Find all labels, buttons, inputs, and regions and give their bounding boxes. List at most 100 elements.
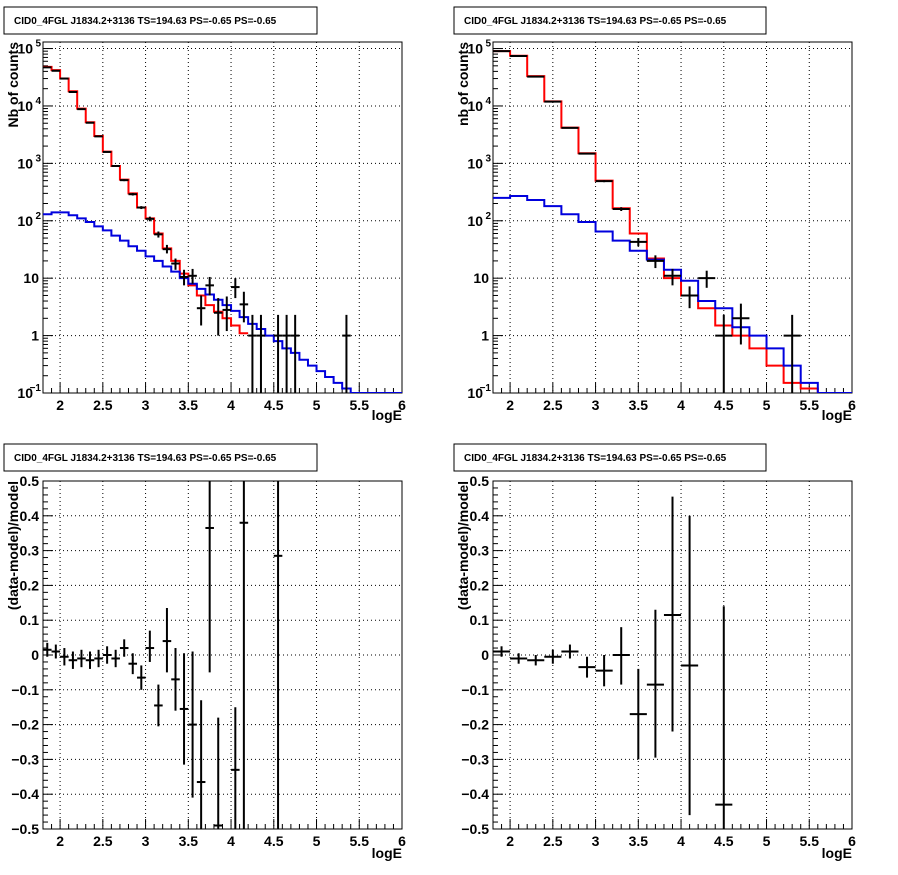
x-tick-label: 2 — [506, 397, 514, 413]
plot-area — [43, 481, 283, 829]
x-tick-label: 6 — [848, 397, 856, 413]
data-point — [85, 121, 95, 124]
y-tick-label: 10 — [467, 385, 483, 401]
x-tick-label: 5.5 — [350, 833, 370, 849]
x-tick-label: 3.5 — [179, 397, 199, 413]
data-point — [231, 278, 240, 299]
y-axis-title: Nb of counts — [5, 42, 21, 128]
y-tick-label: 1 — [31, 328, 39, 344]
series-step-blue — [43, 211, 402, 393]
data-point — [68, 90, 78, 93]
panel-title-box — [3, 443, 318, 472]
data-point — [612, 627, 630, 685]
x-tick-label: 5 — [313, 397, 321, 413]
data-point — [137, 665, 146, 690]
panel-top-right: CID0_4FGL J1834.2+3136 TS=194.63 PS=-0.6… — [453, 6, 856, 423]
panel-title: CID0_4FGL J1834.2+3136 TS=194.63 PS=-0.6… — [14, 453, 277, 464]
y-tick-label: 1 — [481, 328, 489, 344]
data-point — [205, 276, 214, 296]
data-point — [154, 684, 163, 727]
panel-bottom-left: CID0_4FGL J1834.2+3136 TS=194.63 PS=-0.6… — [3, 443, 406, 861]
y-tick-label: 0.2 — [470, 577, 490, 593]
data-point — [94, 135, 103, 138]
data-point — [239, 481, 249, 829]
x-tick-label: 6 — [398, 833, 406, 849]
y-tick-exponent: 4 — [35, 96, 41, 107]
y-tick-label: −0.1 — [11, 682, 39, 698]
data-point — [111, 164, 120, 167]
x-tick-label: 4 — [677, 833, 685, 849]
grid — [493, 42, 852, 393]
y-tick-exponent: 2 — [485, 211, 491, 222]
y-tick-label: 10 — [467, 213, 483, 229]
x-tick-label: 3 — [592, 397, 600, 413]
data-point — [578, 656, 596, 678]
data-point — [273, 314, 283, 393]
panel-title-box — [453, 443, 767, 472]
x-tick-label: 4.5 — [714, 833, 734, 849]
x-tick-label: 4.5 — [714, 397, 734, 413]
x-tick-label: 3.5 — [629, 397, 649, 413]
x-tick-label: 5 — [763, 833, 771, 849]
y-tick-exponent: 3 — [485, 153, 491, 164]
data-point — [222, 296, 232, 332]
data-point — [111, 649, 120, 668]
data-point — [732, 303, 750, 345]
data-point — [231, 707, 240, 829]
y-tick-label: 10 — [17, 213, 33, 229]
data-point — [145, 630, 155, 662]
y-tick-exponent: −1 — [480, 383, 492, 394]
y-tick-label: 10 — [23, 270, 39, 286]
x-tick-label: 3.5 — [629, 833, 649, 849]
data-point — [196, 295, 206, 326]
y-tick-label: 10 — [467, 155, 483, 171]
data-point — [51, 644, 61, 659]
y-tick-label: −0.4 — [461, 786, 489, 802]
data-point — [239, 291, 249, 323]
plot-area — [493, 496, 733, 829]
x-tick-label: 3 — [142, 397, 150, 413]
y-tick-label: 10 — [467, 41, 483, 57]
data-point — [544, 649, 562, 664]
data-point — [171, 258, 180, 270]
data-point — [171, 648, 180, 711]
axis-ticks — [492, 48, 853, 394]
y-axis-title: (data-model)/model — [455, 481, 471, 610]
data-point — [646, 609, 664, 758]
data-point — [94, 649, 103, 668]
x-tick-label: 5 — [763, 397, 771, 413]
x-tick-label: 4 — [227, 397, 235, 413]
data-point — [256, 314, 266, 393]
data-point — [290, 314, 300, 393]
data-point — [188, 651, 197, 798]
data-point — [629, 668, 647, 760]
y-tick-label: −0.5 — [11, 821, 39, 837]
data-point — [595, 180, 613, 183]
x-axis-title: logE — [372, 407, 402, 423]
axis-ticks — [42, 480, 403, 830]
y-tick-label: −0.2 — [461, 717, 489, 733]
series-step-blue — [493, 195, 852, 393]
plot-area — [43, 65, 402, 393]
x-tick-label: 5 — [313, 833, 321, 849]
y-tick-label: −0.3 — [461, 751, 489, 767]
data-point — [663, 496, 682, 732]
data-point — [561, 126, 579, 129]
y-axis-title: nb of counts — [455, 42, 471, 126]
y-tick-label: 10 — [17, 385, 33, 401]
x-tick-label: 2 — [56, 397, 64, 413]
x-axis-title: logE — [822, 407, 852, 423]
plot-frame — [42, 480, 403, 830]
x-tick-label: 2 — [56, 833, 64, 849]
y-tick-exponent: 5 — [485, 39, 491, 50]
data-point — [783, 314, 801, 393]
series-step-red — [43, 65, 249, 335]
y-tick-label: −0.5 — [461, 821, 489, 837]
data-point — [119, 179, 129, 182]
y-tick-label: −0.3 — [11, 751, 39, 767]
x-tick-label: 4 — [227, 833, 235, 849]
data-point — [77, 108, 86, 111]
data-point — [68, 651, 78, 669]
x-tick-label: 4 — [677, 397, 685, 413]
